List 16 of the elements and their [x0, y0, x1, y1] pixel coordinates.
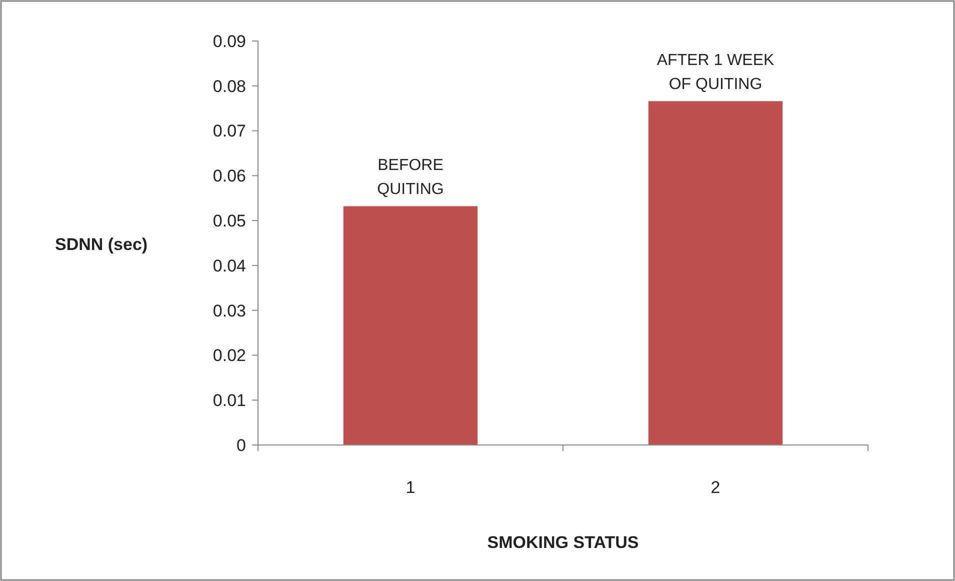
y-tick-label: 0: [236, 436, 246, 455]
annotation: BEFORE QUITING: [377, 157, 444, 198]
x-tick-label: 1: [406, 478, 416, 497]
y-tick-label: 0.05: [212, 212, 246, 231]
x-tick-label: 2: [710, 478, 720, 497]
y-tick-label: 0.09: [212, 32, 246, 51]
annotation: AFTER 1 WEEK OF QUITING: [656, 52, 774, 94]
y-tick-label: 0.02: [212, 346, 246, 366]
y-axis-title: SDNN (sec): [55, 235, 148, 254]
y-tick-label: 0.03: [212, 301, 246, 320]
y-tick-label: 0.07: [212, 122, 246, 141]
y-tick-label: 0.04: [212, 256, 246, 276]
y-tick-label: 0.08: [212, 76, 246, 96]
x-axis-title: SMOKING STATUS: [487, 533, 639, 552]
y-tick-label: 0.01: [212, 391, 246, 410]
y-tick-label: 0.06: [212, 166, 246, 186]
